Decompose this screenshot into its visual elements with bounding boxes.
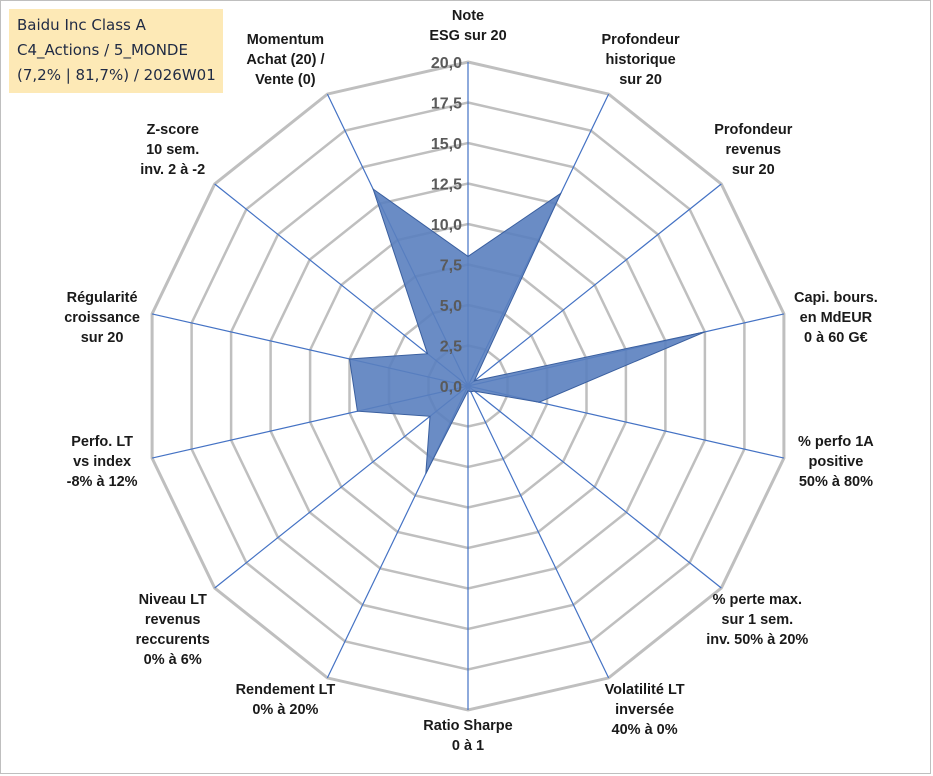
axis-label-12: Z-score 10 sem. inv. 2 à -2 bbox=[140, 122, 205, 178]
axis-label-1: Profondeur historique sur 20 bbox=[602, 32, 680, 88]
title-line-2: C4_Actions / 5_MONDE bbox=[17, 41, 188, 59]
axis-label-2: Profondeur revenus sur 20 bbox=[714, 122, 792, 178]
axis-label-13: Momentum Achat (20) / Vente (0) bbox=[246, 32, 324, 88]
radar-series bbox=[348, 187, 706, 474]
tick-label-1: 2,5 bbox=[440, 339, 462, 356]
axis-spoke-5 bbox=[467, 385, 722, 589]
axis-label-10: Perfo. LT vs index -8% à 12% bbox=[67, 434, 138, 490]
axis-spoke-6 bbox=[467, 385, 610, 679]
data-series-area bbox=[348, 187, 706, 474]
radar-axis-labels: Note ESG sur 20 Profondeur historique sur 20… bbox=[64, 8, 878, 754]
tick-label-3: 7,5 bbox=[440, 258, 462, 275]
title-line-3: (7,2% | 81,7%) / 2026W01 bbox=[17, 66, 216, 84]
axis-label-11: Régularité croissance sur 20 bbox=[64, 290, 140, 346]
title-line-1: Baidu Inc Class A bbox=[17, 16, 146, 34]
axis-label-0: Note ESG sur 20 bbox=[429, 8, 506, 44]
axis-label-5: % perte max. sur 1 sem. inv. 50% à 20% bbox=[706, 592, 808, 648]
tick-label-0: 0,0 bbox=[440, 379, 462, 396]
tick-label-6: 15,0 bbox=[431, 136, 462, 153]
axis-label-4: % perfo 1A positive 50% à 80% bbox=[798, 434, 874, 490]
axis-label-7: Ratio Sharpe 0 à 1 bbox=[423, 718, 512, 754]
axis-spoke-9 bbox=[214, 385, 469, 589]
tick-label-2: 5,0 bbox=[440, 298, 462, 315]
axis-label-3: Capi. bours. en MdEUR 0 à 60 G€ bbox=[794, 290, 878, 346]
axis-spoke-2 bbox=[467, 183, 722, 387]
tick-label-4: 10,0 bbox=[431, 217, 462, 234]
axis-label-6: Volatilité LT inversée 40% à 0% bbox=[605, 682, 685, 738]
tick-label-7: 17,5 bbox=[431, 96, 462, 113]
chart-title-box: Baidu Inc Class A C4_Actions / 5_MONDE (… bbox=[9, 9, 223, 93]
radar-tick-labels: 0,0 2,5 5,0 7,5 10,0 12,5 15,0 17,5 20,0 bbox=[431, 55, 462, 396]
axis-label-9: Niveau LT revenus reccurents 0% à 6% bbox=[136, 592, 210, 668]
tick-label-5: 12,5 bbox=[431, 177, 462, 194]
axis-label-8: Rendement LT 0% à 20% bbox=[236, 682, 336, 718]
axis-spoke-12 bbox=[214, 183, 469, 387]
tick-label-8: 20,0 bbox=[431, 55, 462, 72]
